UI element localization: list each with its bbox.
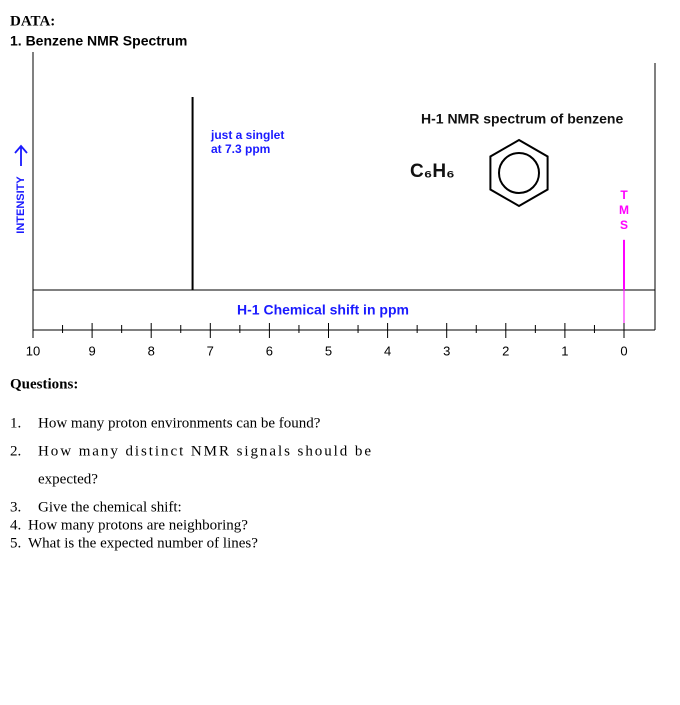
question-number: 2. (10, 443, 21, 459)
x-tick-label: 10 (26, 343, 40, 358)
x-tick-label: 2 (502, 343, 509, 358)
x-tick-label: 9 (88, 343, 95, 358)
question-text: Give the chemical shift: (38, 499, 182, 515)
question-text: How many protons are neighboring? (28, 517, 248, 533)
question-text: What is the expected number of lines? (28, 535, 258, 551)
x-tick-label: 7 (207, 343, 214, 358)
x-tick-label: 1 (561, 343, 568, 358)
x-tick-label: 3 (443, 343, 450, 358)
annotation: at 7.3 ppm (211, 142, 270, 156)
y-axis-label: INTENSITY (15, 176, 27, 234)
formula: C₆H₆ (410, 161, 455, 182)
question-number: 5. (10, 535, 21, 551)
x-tick-label: 6 (266, 343, 273, 358)
questions-title: Questions: (10, 376, 78, 392)
section-title: 1. Benzene NMR Spectrum (10, 33, 187, 49)
question-text: expected? (38, 471, 98, 487)
benzene-circle (498, 152, 540, 194)
x-tick-label: 0 (620, 343, 627, 358)
question-number: 3. (10, 499, 21, 515)
question-text: How many proton environments can be foun… (38, 415, 321, 431)
x-tick-label: 5 (325, 343, 332, 358)
x-axis-label: H-1 Chemical shift in ppm (237, 302, 409, 318)
question-number: 1. (10, 415, 21, 431)
annotation: just a singlet (210, 128, 284, 142)
question-number: 4. (10, 517, 21, 533)
y-axis-arrow (14, 144, 28, 166)
benzene-ring (489, 138, 549, 208)
chart-title: H-1 NMR spectrum of benzene (421, 111, 623, 127)
x-tick-label: 8 (148, 343, 155, 358)
question-text: How many distinct NMR signals should be (38, 443, 371, 459)
x-tick-label: 4 (384, 343, 391, 358)
page-title: DATA: (10, 13, 55, 29)
reference-label: TMS (617, 188, 631, 233)
